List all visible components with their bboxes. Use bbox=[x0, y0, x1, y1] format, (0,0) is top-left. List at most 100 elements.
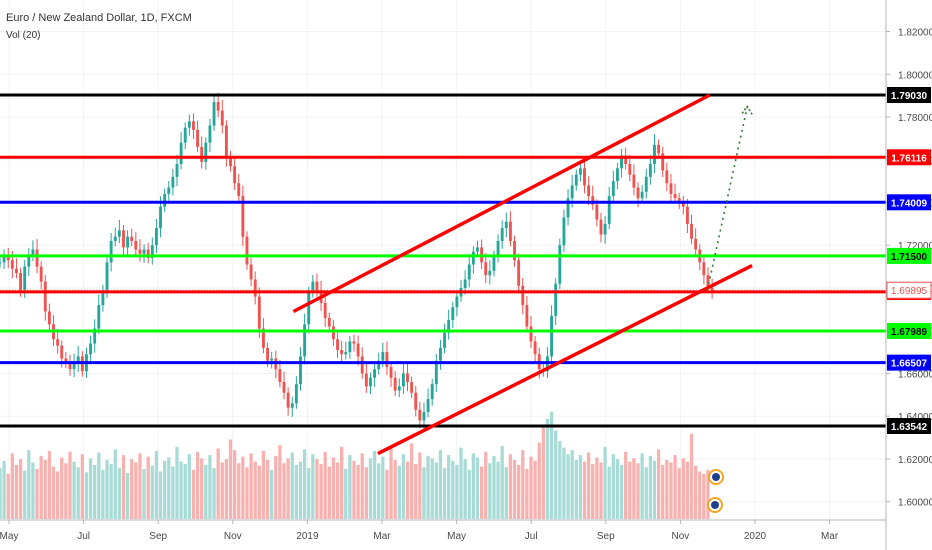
y-tick-label: 1.60000 bbox=[898, 498, 932, 509]
volume-bar bbox=[463, 459, 467, 519]
candle-body bbox=[550, 315, 554, 357]
candle-body bbox=[315, 281, 319, 291]
candle-body bbox=[348, 341, 352, 353]
candle-body bbox=[245, 236, 249, 265]
volume-bar bbox=[138, 453, 142, 519]
volume-bar bbox=[241, 456, 245, 519]
candle-body bbox=[434, 360, 438, 385]
volume-bar bbox=[117, 468, 122, 519]
candle-body bbox=[632, 174, 636, 188]
candle-body bbox=[471, 251, 475, 265]
y-tick-label: 1.78000 bbox=[898, 113, 932, 124]
level-price-tag bbox=[887, 194, 931, 211]
volume-bar bbox=[121, 455, 126, 519]
candle-body bbox=[15, 268, 18, 274]
candle-body bbox=[554, 283, 558, 316]
candle-body bbox=[422, 411, 426, 421]
x-tick-label: 2019 bbox=[296, 531, 319, 542]
volume-bar bbox=[278, 445, 282, 519]
volume-bar bbox=[689, 433, 694, 519]
volume-bar bbox=[47, 450, 52, 519]
candle-body bbox=[529, 326, 533, 342]
candle-body bbox=[39, 266, 43, 282]
volume-bar bbox=[55, 471, 60, 519]
candle-body bbox=[142, 249, 146, 254]
volume-bar bbox=[603, 446, 607, 519]
x-tick-label: Nov bbox=[224, 531, 242, 542]
current-price-label: 1.69895 bbox=[891, 286, 928, 297]
volume-bar bbox=[508, 454, 513, 519]
candle-body bbox=[653, 144, 656, 165]
y-tick-label: 1.72000 bbox=[898, 241, 932, 252]
channel-trendline[interactable] bbox=[292, 93, 711, 314]
candle-body bbox=[381, 352, 385, 361]
candle-body bbox=[72, 362, 76, 370]
volume-bar bbox=[302, 449, 307, 519]
candle-body bbox=[636, 187, 640, 199]
candle-body bbox=[43, 281, 47, 312]
candle-body bbox=[574, 174, 578, 186]
candle-body bbox=[294, 384, 298, 404]
volume-bar bbox=[377, 463, 381, 519]
candle-body bbox=[595, 204, 599, 220]
volume-bar bbox=[434, 462, 438, 519]
candle-body bbox=[681, 202, 685, 207]
candle-body bbox=[677, 198, 681, 203]
volume-bar bbox=[644, 467, 648, 519]
volume-bar bbox=[72, 461, 76, 519]
candle-body bbox=[410, 382, 414, 393]
volume-bar bbox=[438, 450, 443, 519]
candle-body bbox=[525, 305, 529, 327]
channel-trendline[interactable] bbox=[377, 263, 753, 456]
volume-bar bbox=[39, 455, 43, 519]
candle-body bbox=[101, 290, 105, 306]
candle-body bbox=[373, 369, 377, 378]
candle-body bbox=[262, 328, 265, 348]
volume-indicator-label[interactable]: Vol (20) bbox=[6, 30, 41, 41]
volume-bar bbox=[636, 463, 640, 519]
volume-bar bbox=[475, 457, 480, 519]
volume-bar bbox=[529, 456, 533, 519]
volume-bar bbox=[496, 461, 500, 519]
event-flag-icon-inner bbox=[711, 501, 719, 509]
candle-body bbox=[430, 384, 434, 400]
candle-body bbox=[360, 356, 364, 374]
volume-bar bbox=[68, 451, 72, 519]
volume-bar bbox=[652, 460, 657, 519]
volume-bar bbox=[409, 443, 414, 519]
candle-body bbox=[389, 367, 393, 378]
candle-body bbox=[138, 249, 142, 254]
volume-bar bbox=[632, 458, 636, 519]
x-tick-label: Mar bbox=[821, 531, 839, 542]
y-tick-label: 1.64000 bbox=[898, 412, 932, 423]
volume-bar bbox=[84, 472, 89, 519]
volume-bar bbox=[51, 466, 56, 519]
candle-body bbox=[183, 127, 187, 143]
volume-bar bbox=[224, 459, 229, 519]
volume-bar bbox=[134, 462, 138, 519]
volume-bar bbox=[615, 459, 620, 519]
candle-body bbox=[455, 296, 459, 308]
volume-bar bbox=[558, 441, 562, 519]
candle-body bbox=[336, 339, 339, 350]
candle-body bbox=[311, 281, 315, 293]
volume-bar bbox=[187, 454, 191, 519]
level-price-label: 1.74009 bbox=[891, 198, 928, 209]
volume-bar bbox=[31, 462, 35, 519]
candle-body bbox=[587, 185, 591, 197]
volume-bar bbox=[566, 454, 570, 519]
candle-body bbox=[117, 230, 121, 237]
volume-bar bbox=[451, 460, 455, 519]
candle-body bbox=[607, 196, 611, 224]
volume-bar bbox=[372, 450, 377, 519]
volume-bar bbox=[97, 452, 101, 519]
candle-body bbox=[665, 170, 669, 184]
candle-body bbox=[0, 262, 2, 264]
candle-body bbox=[134, 240, 138, 250]
projection-dotted-line[interactable] bbox=[706, 107, 748, 291]
price-axis[interactable] bbox=[886, 0, 932, 550]
volume-bar bbox=[471, 453, 476, 519]
candle-body bbox=[150, 245, 154, 259]
candle-body bbox=[426, 399, 430, 412]
